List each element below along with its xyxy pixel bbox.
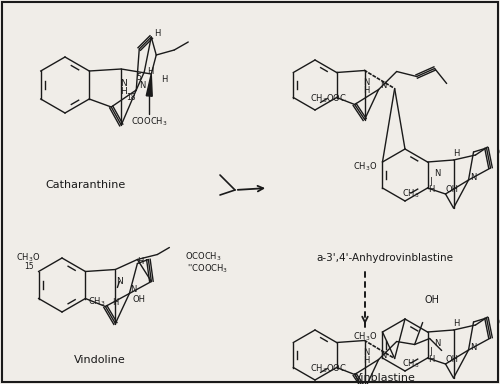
Text: ''COOCH$_3$: ''COOCH$_3$ [188,262,228,275]
Text: CH$_3$: CH$_3$ [402,358,419,370]
Text: H: H [454,149,460,159]
Text: |: | [430,348,433,356]
Text: |: | [430,177,433,187]
Text: Vinblastine: Vinblastine [354,373,416,383]
Text: H: H [112,298,118,307]
Text: N: N [364,348,370,357]
Text: COOCH$_3$: COOCH$_3$ [131,116,168,128]
Text: N: N [470,174,476,182]
Text: Catharanthine: Catharanthine [45,180,125,190]
Text: H: H [137,257,143,266]
Text: CH$_3$: CH$_3$ [88,295,106,308]
Text: CH$_3$O: CH$_3$O [353,331,378,343]
Text: H: H [161,76,168,84]
Text: N: N [434,339,440,349]
Text: H: H [147,68,154,76]
Text: H: H [454,319,460,328]
Text: OH: OH [132,295,145,304]
Text: N: N [116,277,123,286]
Text: H: H [428,356,434,364]
Text: N: N [120,78,126,88]
Text: |: | [114,291,117,300]
Text: CH$_3$: CH$_3$ [402,188,419,200]
Text: CH$_3$O: CH$_3$O [16,252,40,264]
Text: H: H [364,356,370,365]
Text: H: H [154,30,160,38]
Text: OCOCH$_3$: OCOCH$_3$ [186,250,222,263]
Text: N: N [434,169,440,179]
Text: N: N [364,78,370,87]
Text: OCOCH$_3$: OCOCH$_3$ [498,147,500,159]
Text: OH: OH [446,185,458,195]
Text: OH: OH [424,295,440,305]
Text: CH$_3$O: CH$_3$O [353,161,378,173]
Text: a-3',4'-Anhydrovinblastine: a-3',4'-Anhydrovinblastine [316,253,454,263]
Text: OCOCH$_3$: OCOCH$_3$ [498,317,500,329]
Polygon shape [146,74,152,96]
Text: CH$_3$OOC: CH$_3$OOC [310,92,346,105]
Text: 5: 5 [137,73,141,81]
Text: N: N [139,81,145,91]
Text: OH: OH [446,356,458,364]
Text: H: H [364,86,370,95]
Text: N: N [380,351,387,360]
Text: N: N [380,81,387,90]
Text: H: H [120,86,126,96]
Text: Vindoline: Vindoline [74,355,126,365]
Text: H: H [428,185,434,195]
Text: N: N [130,285,136,294]
Text: N: N [470,344,476,353]
Text: CH$_3$OOC: CH$_3$OOC [310,362,346,375]
Text: 15: 15 [24,262,34,271]
Text: 18: 18 [126,93,135,103]
